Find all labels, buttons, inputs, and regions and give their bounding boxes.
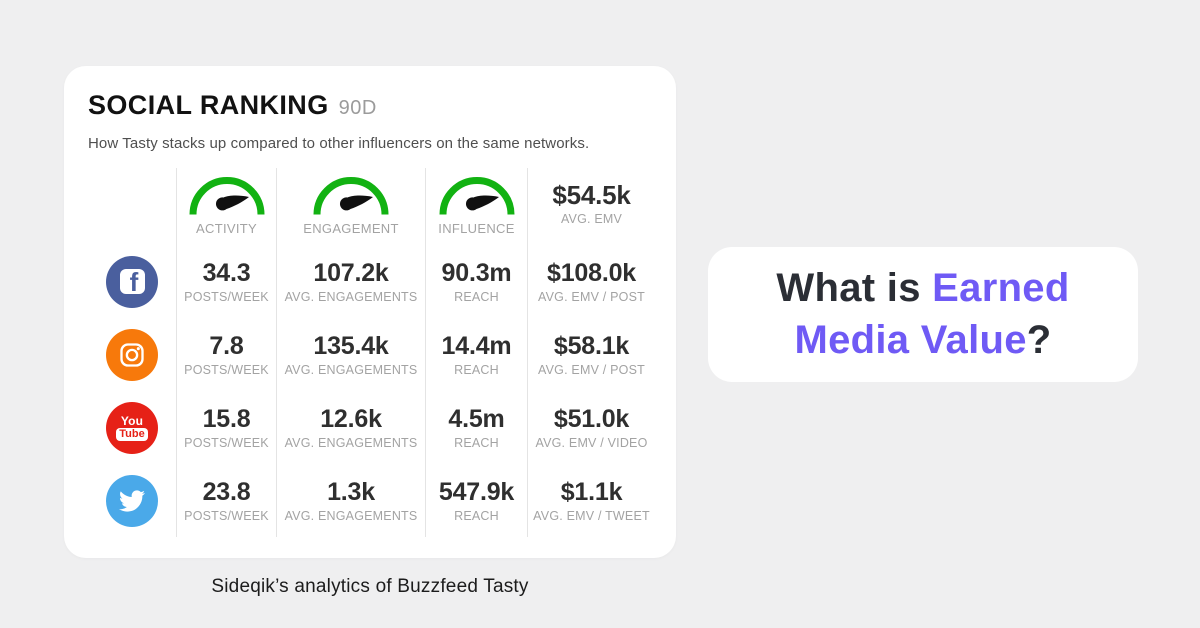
headline-box: What is Earned Media Value? bbox=[708, 247, 1138, 382]
headline-accent-part: Media Value bbox=[794, 317, 1027, 362]
metric-cell: $58.1k AVG. EMV / POST bbox=[527, 318, 655, 391]
caption: Sideqik’s analytics of Buzzfeed Tasty bbox=[211, 576, 529, 597]
avg-emv-value: $54.5k bbox=[552, 180, 631, 210]
period-badge: 90D bbox=[338, 97, 377, 119]
gauge-engagement: ENGAGEMENT bbox=[276, 168, 425, 245]
gauge-label: ENGAGEMENT bbox=[303, 221, 399, 236]
metric-cell: 14.4m REACH bbox=[425, 318, 527, 391]
network-cell bbox=[88, 318, 176, 391]
gauge-influence: INFLUENCE bbox=[425, 168, 527, 245]
card-header: SOCIAL RANKING 90D bbox=[88, 90, 656, 121]
youtube-icon: You Tube bbox=[106, 401, 158, 454]
metric-cell: 4.5m REACH bbox=[425, 391, 527, 464]
headline-text: What is Earned Media Value? bbox=[776, 263, 1069, 365]
twitter-icon bbox=[106, 474, 158, 527]
metric-cell: 1.3k AVG. ENGAGEMENTS bbox=[276, 464, 425, 537]
metric-cell: $1.1k AVG. EMV / TWEET bbox=[527, 464, 655, 537]
instagram-icon bbox=[106, 328, 158, 381]
gauge-label: INFLUENCE bbox=[438, 221, 515, 236]
gauge-icon bbox=[313, 177, 389, 215]
network-cell: f bbox=[88, 245, 176, 318]
metric-cell: 7.8 POSTS/WEEK bbox=[176, 318, 276, 391]
gauge-icon bbox=[439, 177, 514, 215]
avg-emv-header: $54.5k AVG. EMV bbox=[527, 168, 655, 245]
metric-cell: 107.2k AVG. ENGAGEMENTS bbox=[276, 245, 425, 318]
avg-emv-label: AVG. EMV bbox=[560, 212, 623, 226]
social-ranking-card: SOCIAL RANKING 90D How Tasty stacks up c… bbox=[64, 66, 676, 558]
metric-cell: 12.6k AVG. ENGAGEMENTS bbox=[276, 391, 425, 464]
metric-cell: 135.4k AVG. ENGAGEMENTS bbox=[276, 318, 425, 391]
gauge-activity: ACTIVITY bbox=[176, 168, 276, 245]
metric-cell: 15.8 POSTS/WEEK bbox=[176, 391, 276, 464]
metric-cell: 34.3 POSTS/WEEK bbox=[176, 245, 276, 318]
headline-accent-part: Earned bbox=[932, 266, 1070, 311]
gauge-icon bbox=[189, 177, 264, 215]
metric-cell: $108.0k AVG. EMV / POST bbox=[527, 245, 655, 318]
network-cell bbox=[88, 464, 176, 537]
facebook-icon: f bbox=[106, 255, 158, 308]
metric-cell: $51.0k AVG. EMV / VIDEO bbox=[527, 391, 655, 464]
headline-dark-part: What is bbox=[776, 266, 933, 311]
headline-question-mark: ? bbox=[1026, 317, 1052, 362]
card-subtitle: How Tasty stacks up compared to other in… bbox=[88, 135, 590, 152]
header-spacer bbox=[88, 168, 176, 245]
metric-cell: 90.3m REACH bbox=[425, 245, 527, 318]
metric-cell: 23.8 POSTS/WEEK bbox=[176, 464, 276, 537]
metric-cell: 547.9k REACH bbox=[425, 464, 527, 537]
ranking-table: ACTIVITY ENGAGEMENT INFLUENCE bbox=[88, 168, 656, 537]
network-cell: You Tube bbox=[88, 391, 176, 464]
card-title: SOCIAL RANKING bbox=[88, 90, 329, 120]
gauge-label: ACTIVITY bbox=[196, 221, 257, 236]
